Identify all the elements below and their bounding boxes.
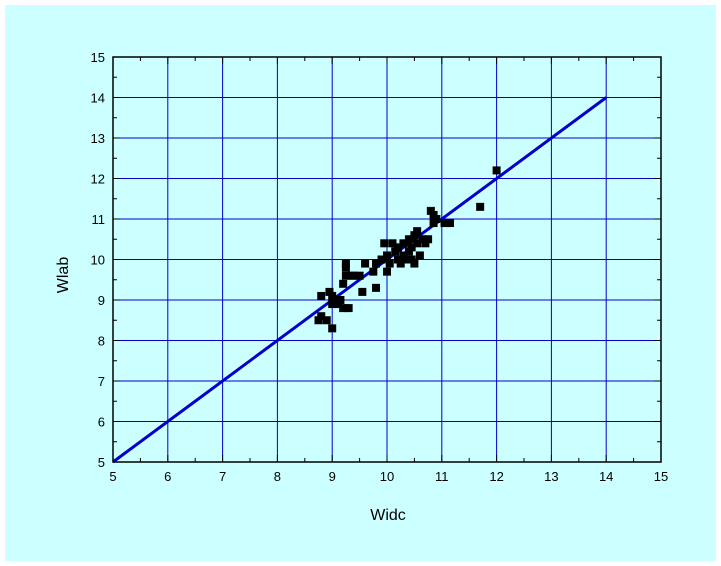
data-point-47 bbox=[418, 235, 427, 244]
data-point-37 bbox=[402, 255, 411, 264]
y-tick-label-6: 11 bbox=[92, 212, 106, 227]
y-tick-label-9: 14 bbox=[91, 91, 105, 106]
reference-line bbox=[112, 96, 608, 464]
data-point-35 bbox=[399, 251, 408, 260]
data-point-29 bbox=[385, 259, 394, 268]
data-point-0 bbox=[314, 316, 323, 325]
data-point-34 bbox=[396, 259, 405, 268]
data-point-5 bbox=[328, 291, 337, 300]
x-tick-label-0: 5 bbox=[109, 469, 116, 484]
data-point-7 bbox=[328, 300, 337, 309]
data-point-19 bbox=[355, 271, 364, 280]
data-point-23 bbox=[372, 259, 381, 268]
data-point-16 bbox=[344, 304, 353, 313]
data-point-10 bbox=[336, 296, 345, 304]
data-point-55 bbox=[446, 219, 455, 228]
data-point-12 bbox=[339, 279, 348, 288]
data-point-51 bbox=[429, 210, 438, 219]
data-point-4 bbox=[325, 287, 334, 296]
data-point-45 bbox=[413, 227, 422, 236]
axes bbox=[112, 56, 662, 463]
y-tick-label-1: 6 bbox=[98, 415, 105, 430]
x-tick-label-3: 8 bbox=[274, 469, 281, 484]
data-point-39 bbox=[404, 235, 413, 244]
x-tick-label-7: 12 bbox=[489, 469, 503, 484]
data-point-3 bbox=[322, 316, 331, 325]
data-point-50 bbox=[426, 206, 435, 215]
y-tick-label-3: 8 bbox=[98, 334, 105, 349]
data-point-43 bbox=[410, 231, 419, 240]
data-point-14 bbox=[341, 259, 350, 268]
x-axis-label: Widc bbox=[370, 507, 406, 524]
data-point-28 bbox=[383, 251, 391, 260]
y-tick-label-0: 5 bbox=[98, 455, 105, 470]
reference-line-group bbox=[112, 96, 608, 464]
data-point-49 bbox=[424, 235, 433, 244]
x-tick-label-10: 15 bbox=[654, 469, 668, 484]
data-point-41 bbox=[407, 243, 416, 252]
y-tick-label-10: 15 bbox=[91, 50, 105, 65]
data-point-42 bbox=[410, 259, 419, 268]
data-point-9 bbox=[333, 300, 342, 309]
data-point-13 bbox=[341, 271, 350, 280]
data-point-56 bbox=[476, 202, 485, 211]
data-point-33 bbox=[393, 243, 402, 252]
data-point-22 bbox=[369, 267, 378, 276]
data-point-54 bbox=[440, 219, 449, 228]
data-point-25 bbox=[377, 255, 386, 264]
data-point-1 bbox=[317, 312, 326, 321]
data-point-46 bbox=[415, 251, 424, 260]
data-point-57 bbox=[492, 166, 501, 175]
x-tick-label-2: 7 bbox=[219, 469, 226, 484]
data-point-24 bbox=[372, 283, 381, 292]
data-point-44 bbox=[413, 239, 422, 248]
y-tick-label-5: 10 bbox=[91, 253, 105, 268]
x-tick-label-5: 10 bbox=[380, 469, 394, 484]
data-point-31 bbox=[391, 247, 400, 256]
x-tick-label-1: 6 bbox=[164, 469, 171, 484]
data-point-26 bbox=[380, 239, 389, 248]
data-point-27 bbox=[383, 267, 391, 276]
data-point-32 bbox=[393, 255, 402, 264]
data-point-40 bbox=[407, 255, 416, 264]
data-point-15 bbox=[341, 263, 350, 272]
data-point-48 bbox=[421, 239, 430, 248]
data-point-20 bbox=[358, 287, 367, 296]
data-point-6 bbox=[328, 324, 337, 333]
data-point-18 bbox=[350, 271, 359, 280]
y-tick-label-8: 13 bbox=[91, 131, 105, 146]
data-points bbox=[314, 166, 501, 333]
data-point-8 bbox=[330, 296, 339, 304]
y-axis-label: Wlab bbox=[55, 257, 72, 294]
data-point-30 bbox=[388, 239, 397, 248]
data-point-52 bbox=[429, 219, 438, 228]
y-tick-label-4: 9 bbox=[98, 293, 105, 308]
x-tick-label-8: 13 bbox=[544, 469, 558, 484]
tick-labels: 5 6 7 8 9 10 11 12 13 14 15 5 6 7 8 9 10 11 12 13 14 15 bbox=[91, 50, 669, 484]
data-point-2 bbox=[317, 291, 326, 300]
data-point-53 bbox=[432, 215, 441, 223]
x-tick-label-9: 14 bbox=[599, 469, 613, 484]
y-tick-label-2: 7 bbox=[98, 374, 105, 389]
data-point-36 bbox=[399, 239, 408, 248]
y-tick-label-7: 12 bbox=[91, 172, 105, 187]
x-tick-label-6: 11 bbox=[435, 469, 449, 484]
data-point-38 bbox=[404, 247, 413, 256]
data-point-11 bbox=[339, 304, 348, 313]
data-point-21 bbox=[361, 259, 370, 268]
x-tick-label-4: 9 bbox=[329, 469, 336, 484]
